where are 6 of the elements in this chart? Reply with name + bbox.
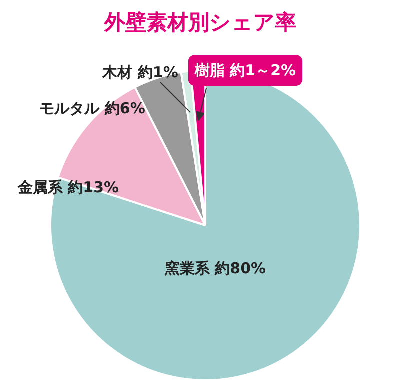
slice-label: モルタル 約6% [40, 100, 146, 118]
slice-label: 木材 約1% [102, 64, 178, 82]
chart-title: 外壁素材別シェア率 [104, 10, 296, 34]
slice-label: 窯業系 約80% [164, 260, 266, 278]
slice-label: 金属系 約13% [16, 178, 120, 196]
slice-label: 樹脂 約1～2% [194, 62, 296, 80]
